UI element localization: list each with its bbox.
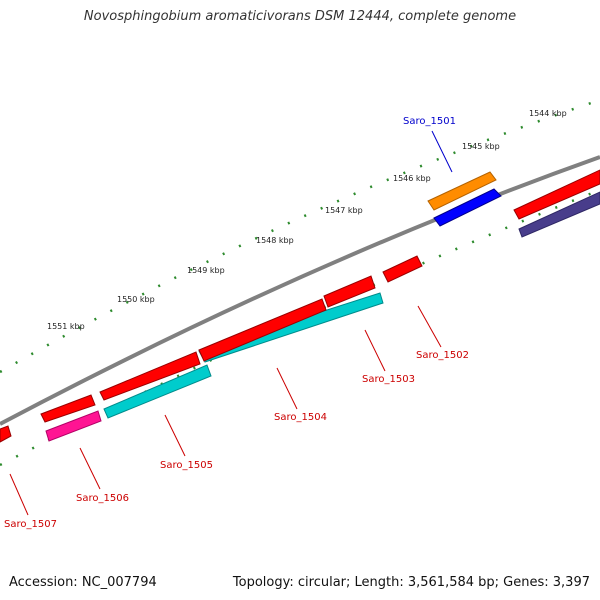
gene-saro-1507[interactable]	[0, 425, 12, 443]
label-saro-1507: Saro_1507	[4, 519, 57, 530]
leader-saro-1506	[79, 447, 101, 490]
gene-saro-1501-orange[interactable]	[427, 171, 497, 211]
tick-label-1545: 1545 kbp	[462, 142, 500, 151]
gene-saro-1500[interactable]	[513, 169, 600, 220]
label-saro-1504: Saro_1504	[274, 412, 327, 423]
leader-saro-1501	[431, 130, 453, 173]
gene-saro-1502[interactable]	[382, 255, 423, 283]
label-saro-1505: Saro_1505	[160, 460, 213, 471]
label-saro-1506: Saro_1506	[76, 493, 129, 504]
genome-info-text: Topology: circular; Length: 3,561,584 bp…	[232, 575, 590, 590]
tick-label-1551: 1551 kbp	[47, 322, 85, 331]
gene-saro-1504[interactable]	[198, 298, 327, 362]
gene-saro-1506-red[interactable]	[40, 394, 96, 423]
tick-label-1547: 1547 kbp	[325, 206, 363, 215]
label-saro-1503: Saro_1503	[362, 374, 415, 385]
tick-label-1544: 1544 kbp	[529, 109, 567, 118]
tick-label-1549: 1549 kbp	[187, 266, 225, 275]
leader-saro-1504	[276, 367, 298, 410]
leader-saro-1507	[9, 473, 29, 516]
gene-saro-1505-cyan[interactable]	[103, 364, 212, 419]
leader-saro-1505	[164, 414, 186, 457]
tick-label-1546: 1546 kbp	[393, 174, 431, 183]
gene-saro-1501-blue[interactable]	[433, 188, 502, 227]
leader-saro-1503	[364, 329, 386, 372]
gene-saro-1506-pink[interactable]	[45, 410, 102, 442]
label-saro-1501: Saro_1501	[403, 116, 456, 127]
gene-saro-1500-dark[interactable]	[518, 191, 600, 238]
genome-backbone	[0, 155, 600, 426]
accession-text: Accession: NC_007794	[9, 575, 157, 590]
outer-tick-ring	[0, 98, 600, 374]
tick-label-1548: 1548 kbp	[256, 236, 294, 245]
label-saro-1502: Saro_1502	[416, 350, 469, 361]
leader-saro-1502	[417, 305, 442, 348]
tick-label-1550: 1550 kbp	[117, 295, 155, 304]
map-title: Novosphingobium aromaticivorans DSM 1244…	[83, 9, 517, 24]
gene-saro-1503-red[interactable]	[323, 275, 376, 308]
gene-saro-1505-red[interactable]	[99, 351, 201, 401]
